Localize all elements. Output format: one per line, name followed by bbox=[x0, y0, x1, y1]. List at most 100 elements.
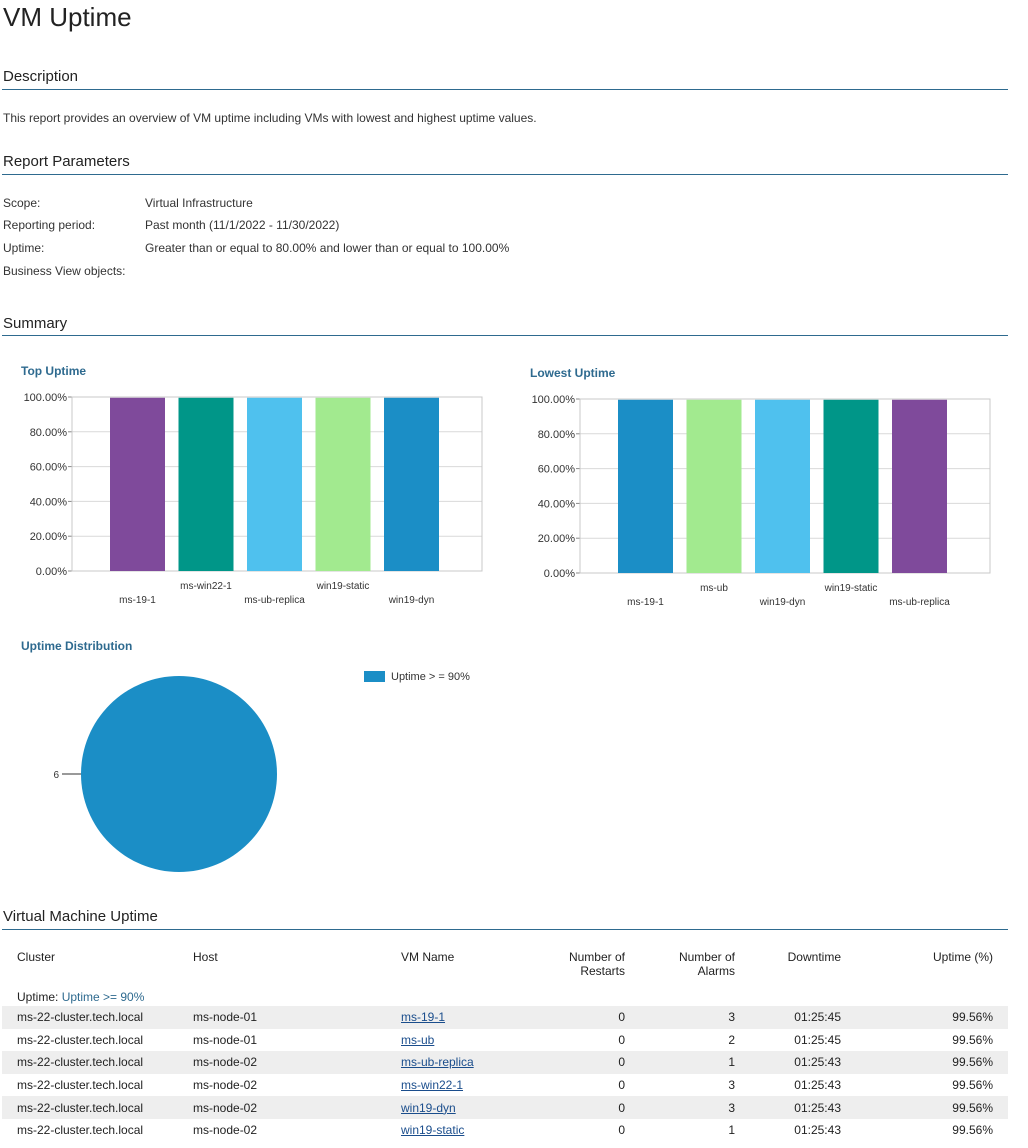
cell-restarts: 0 bbox=[516, 1028, 640, 1052]
column-header-restarts-line2: Restarts bbox=[580, 964, 625, 978]
cell-restarts: 0 bbox=[516, 1118, 640, 1142]
cell-restarts: 0 bbox=[516, 1051, 640, 1074]
cell-host: ms-node-02 bbox=[178, 1096, 386, 1119]
param-value-scope: Virtual Infrastructure bbox=[145, 196, 253, 210]
description-text: This report provides an overview of VM u… bbox=[3, 111, 537, 125]
cell-uptime: 99.56% bbox=[856, 1073, 1008, 1097]
legend-swatch bbox=[364, 671, 385, 682]
param-label-uptime: Uptime: bbox=[3, 241, 45, 255]
uptime-distribution-chart: 6 Uptime > = 90% bbox=[53, 671, 470, 872]
cell-alarms: 3 bbox=[640, 1073, 750, 1097]
column-header-alarms: Number of Alarms bbox=[640, 942, 750, 988]
pie-slice bbox=[81, 676, 277, 872]
x-tick-label: ms-ub-replica bbox=[244, 595, 305, 606]
cell-alarms: 3 bbox=[640, 1096, 750, 1119]
cell-cluster: ms-22-cluster.tech.local bbox=[2, 1028, 178, 1052]
cell-vm-name: ms-ub-replica bbox=[386, 1051, 516, 1074]
legend-label: Uptime > = 90% bbox=[391, 671, 470, 683]
section-divider bbox=[2, 929, 1008, 930]
cell-host: ms-node-01 bbox=[178, 1028, 386, 1052]
cell-uptime: 99.56% bbox=[856, 1118, 1008, 1142]
x-tick-label: ms-19-1 bbox=[119, 595, 156, 606]
bar-win19-static bbox=[823, 399, 879, 573]
top-uptime-chart-title: Top Uptime bbox=[21, 364, 87, 378]
bar-ms-win22-1 bbox=[178, 397, 234, 571]
cell-alarms: 3 bbox=[640, 1006, 750, 1029]
bar-win19-dyn bbox=[755, 399, 810, 573]
table-row: ms-22-cluster.tech.local ms-node-01 ms-ub 0… bbox=[2, 1028, 1008, 1052]
bar-win19-static bbox=[315, 397, 371, 571]
column-header-alarms-line2: Alarms bbox=[697, 964, 735, 978]
cell-uptime: 99.56% bbox=[856, 1006, 1008, 1029]
section-divider bbox=[2, 174, 1008, 175]
vm-name-link[interactable]: ms-ub-replica bbox=[401, 1055, 474, 1070]
lowest-uptime-chart: 0.00% 20.00% 40.00% 60.00% 80.00% 100.00% ms-1… bbox=[532, 394, 991, 608]
y-tick-label: 40.00% bbox=[30, 496, 68, 508]
param-label-business-view: Business View objects: bbox=[3, 264, 126, 278]
y-tick-label: 0.00% bbox=[36, 566, 67, 578]
top-uptime-chart: 0.00% 20.00% 40.00% 60.00% 80.00% 100.00% ms-1… bbox=[24, 392, 483, 606]
bar-ms-ub-replica bbox=[892, 399, 947, 573]
vm-name-link[interactable]: ms-ub bbox=[401, 1032, 435, 1047]
vm-name-link[interactable]: win19-static bbox=[401, 1123, 465, 1138]
table-header-row: Cluster Host VM Name Number of Restarts N… bbox=[2, 942, 1008, 988]
cell-alarms: 1 bbox=[640, 1118, 750, 1142]
y-tick-label: 40.00% bbox=[538, 498, 576, 510]
table-row: ms-22-cluster.tech.local ms-node-01 ms-19-… bbox=[2, 1006, 1008, 1029]
cell-alarms: 2 bbox=[640, 1028, 750, 1052]
column-header-cluster: Cluster bbox=[17, 950, 56, 964]
bar-ms-ub bbox=[686, 399, 742, 573]
table-row: ms-22-cluster.tech.local ms-node-02 ms-ub-… bbox=[2, 1051, 1008, 1074]
y-tick-label: 60.00% bbox=[538, 464, 576, 476]
cell-vm-name: ms-ub bbox=[386, 1028, 516, 1052]
column-header-downtime: Downtime bbox=[787, 950, 841, 964]
bar-win19-dyn bbox=[384, 397, 439, 571]
section-divider bbox=[2, 89, 1008, 90]
vm-name-link[interactable]: ms-19-1 bbox=[401, 1010, 446, 1025]
cell-vm-name: ms-win22-1 bbox=[386, 1073, 516, 1097]
x-tick-label: win19-dyn bbox=[759, 597, 806, 608]
column-header-restarts: Number of Restarts bbox=[516, 942, 640, 988]
cell-downtime: 01:25:43 bbox=[750, 1051, 856, 1074]
cell-host: ms-node-02 bbox=[178, 1073, 386, 1097]
x-tick-label: win19-dyn bbox=[388, 595, 435, 606]
cell-downtime: 01:25:43 bbox=[750, 1096, 856, 1119]
lowest-uptime-chart-title: Lowest Uptime bbox=[530, 366, 616, 380]
cell-restarts: 0 bbox=[516, 1096, 640, 1119]
cell-uptime: 99.56% bbox=[856, 1028, 1008, 1052]
vm-uptime-table: Cluster Host VM Name Number of Restarts N… bbox=[2, 942, 1008, 1142]
x-tick-label: ms-win22-1 bbox=[180, 581, 232, 592]
param-label-scope: Scope: bbox=[3, 196, 41, 210]
param-value-period: Past month (11/1/2022 - 11/30/2022) bbox=[145, 218, 340, 232]
y-tick-label: 80.00% bbox=[538, 429, 576, 441]
group-label: Uptime: bbox=[17, 990, 59, 1004]
vm-uptime-heading: Virtual Machine Uptime bbox=[3, 908, 158, 925]
pie-data-label: 6 bbox=[53, 770, 59, 781]
column-header-vm-name: VM Name bbox=[401, 950, 455, 964]
cell-vm-name: ms-19-1 bbox=[386, 1006, 516, 1029]
column-header-restarts-line1: Number of bbox=[568, 950, 625, 964]
vm-name-link[interactable]: win19-dyn bbox=[401, 1100, 456, 1115]
cell-uptime: 99.56% bbox=[856, 1096, 1008, 1119]
param-label-period: Reporting period: bbox=[3, 218, 96, 232]
table-row: ms-22-cluster.tech.local ms-node-02 win19-… bbox=[2, 1096, 1008, 1119]
cell-downtime: 01:25:45 bbox=[750, 1028, 856, 1052]
group-value: Uptime >= 90% bbox=[61, 990, 145, 1004]
vm-name-link[interactable]: ms-win22-1 bbox=[401, 1078, 464, 1093]
cell-restarts: 0 bbox=[516, 1073, 640, 1097]
y-tick-label: 20.00% bbox=[30, 531, 68, 543]
y-tick-label: 100.00% bbox=[24, 392, 68, 404]
y-tick-label: 100.00% bbox=[532, 394, 576, 406]
x-tick-label: ms-ub-replica bbox=[889, 597, 950, 608]
y-tick-label: 80.00% bbox=[30, 427, 68, 439]
column-header-uptime: Uptime (%) bbox=[932, 950, 993, 964]
cell-vm-name: win19-static bbox=[386, 1118, 516, 1142]
bar-ms-19-1 bbox=[618, 399, 673, 573]
description-heading: Description bbox=[3, 68, 79, 85]
cell-host: ms-node-01 bbox=[178, 1006, 386, 1029]
cell-cluster: ms-22-cluster.tech.local bbox=[2, 1073, 178, 1097]
bar-ms-ub-replica bbox=[247, 397, 302, 571]
cell-cluster: ms-22-cluster.tech.local bbox=[2, 1051, 178, 1074]
cell-restarts: 0 bbox=[516, 1006, 640, 1029]
cell-cluster: ms-22-cluster.tech.local bbox=[2, 1118, 178, 1142]
